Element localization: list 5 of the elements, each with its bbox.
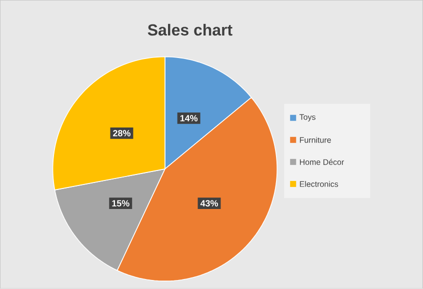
data-label: 15% [112,200,130,207]
data-label: 43% [200,200,218,207]
chart-title: Sales chart [148,24,232,36]
data-label: 28% [113,130,130,136]
data-label: 14% [180,115,198,122]
